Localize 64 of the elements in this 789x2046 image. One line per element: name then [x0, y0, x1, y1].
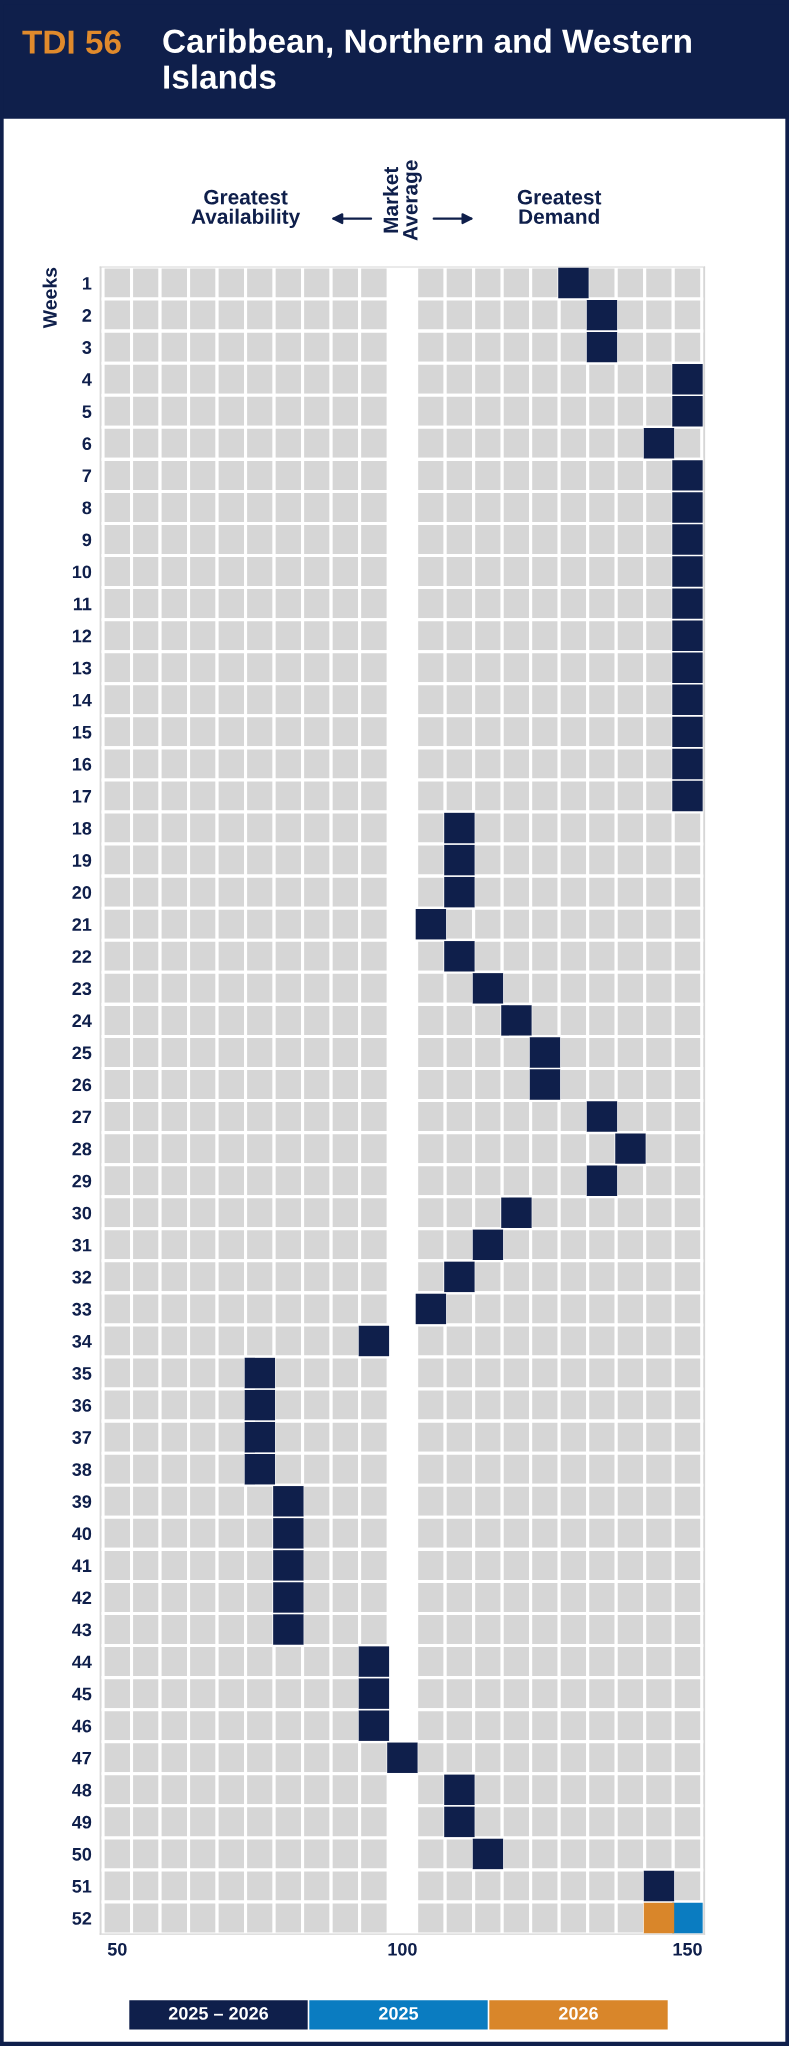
- y-tick-label: 22: [72, 950, 92, 963]
- y-tick-label: 39: [72, 1495, 92, 1509]
- y-tick-label: 30: [72, 1206, 92, 1220]
- y-tick-label: 32: [72, 1270, 92, 1284]
- y-tick-label: 41: [72, 1559, 92, 1572]
- y-tick-label: 51: [72, 1880, 92, 1893]
- y-tick-label: 21: [72, 918, 92, 931]
- y-tick-label: 47: [72, 1751, 92, 1765]
- y-tick-label: 8: [82, 501, 92, 515]
- y-tick-label: 20: [72, 886, 92, 899]
- y-tick-label: 50: [72, 1847, 92, 1861]
- y-tick-label: 38: [72, 1463, 92, 1476]
- y-tick-label: 49: [72, 1815, 92, 1829]
- y-tick-label: 37: [72, 1431, 92, 1444]
- x-tick-label: 50: [107, 1942, 127, 1956]
- y-tick-label: 35: [72, 1366, 92, 1380]
- y-tick-label: 12: [72, 629, 92, 643]
- y-tick-label: 24: [72, 1014, 92, 1027]
- chart-subtitle: Caribbean, Northern and Western Islands: [163, 28, 691, 89]
- text: 2025 – 2026: [168, 2006, 269, 2020]
- y-tick-label: 52: [72, 1911, 92, 1925]
- text: Greatest Demand: [517, 189, 602, 224]
- y-tick-label: 9: [82, 533, 92, 547]
- y-tick-label: 13: [72, 661, 92, 675]
- y-tick-label: 23: [72, 982, 92, 996]
- y-tick-label: 34: [72, 1334, 92, 1348]
- y-tick-label: 27: [72, 1110, 92, 1124]
- y-tick-label: 3: [82, 341, 92, 354]
- y-tick-label: 45: [72, 1687, 92, 1701]
- y-tick-label: 29: [72, 1174, 92, 1188]
- chart-title: TDI 56: [22, 30, 121, 54]
- y-tick-label: 18: [72, 821, 92, 835]
- y-tick-label: 44: [72, 1655, 92, 1669]
- x-tick-label: 150: [673, 1942, 702, 1956]
- y-tick-label: 16: [72, 757, 92, 771]
- y-tick-label: 31: [72, 1238, 92, 1252]
- y-tick-label: 15: [72, 725, 92, 739]
- y-axis-title: Weeks: [42, 267, 57, 329]
- y-tick-label: 19: [72, 854, 92, 867]
- y-tick-label: 11: [73, 597, 92, 611]
- y-tick-label: 6: [82, 437, 92, 451]
- y-tick-label: 46: [72, 1719, 92, 1733]
- y-tick-label: 14: [72, 693, 92, 707]
- y-tick-label: 26: [72, 1078, 92, 1092]
- y-tick-label: 10: [72, 565, 92, 579]
- y-tick-label: 33: [72, 1302, 92, 1316]
- y-tick-label: 36: [72, 1399, 92, 1412]
- y-tick-label: 17: [72, 790, 92, 803]
- y-tick-label: 28: [72, 1142, 92, 1156]
- x-tick-label: 100: [388, 1942, 417, 1956]
- text: Greatest Availability: [191, 189, 301, 229]
- y-tick-label: 48: [72, 1783, 92, 1797]
- y-tick-label: 1: [82, 277, 92, 290]
- y-tick-label: 25: [72, 1046, 92, 1060]
- y-tick-label: 5: [82, 405, 92, 418]
- y-tick-label: 7: [82, 469, 92, 482]
- text: Market Average: [382, 160, 422, 241]
- y-tick-label: 43: [72, 1623, 92, 1637]
- y-tick-label: 40: [72, 1527, 92, 1541]
- text: 2026: [559, 2006, 598, 2020]
- y-tick-label: 4: [82, 373, 92, 386]
- text: 2025: [379, 2006, 419, 2020]
- y-tick-label: 42: [72, 1591, 92, 1604]
- y-tick-label: 2: [82, 309, 92, 322]
